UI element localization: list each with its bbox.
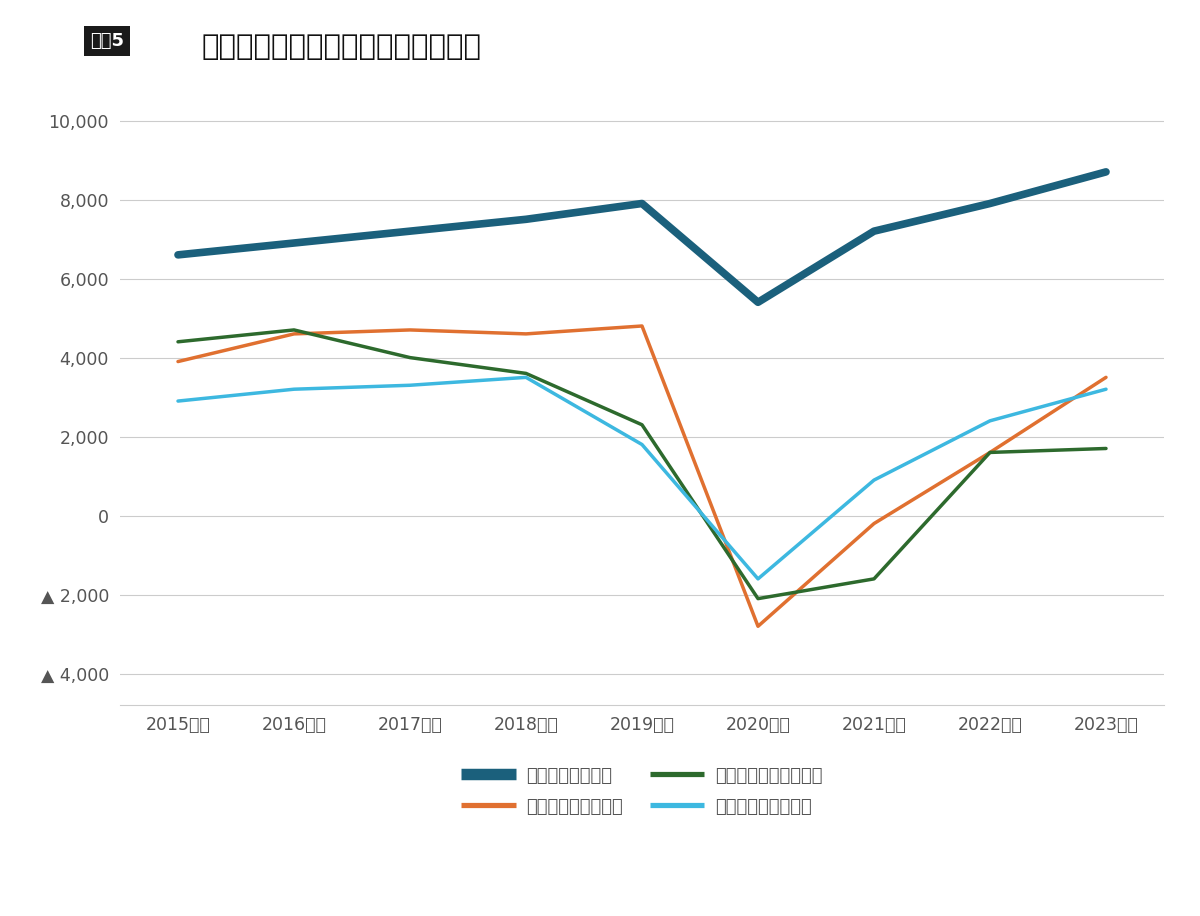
- Text: 図表5: 図表5: [90, 32, 124, 50]
- Legend: コメダ　営業利益, ドトール　営業利益, サンマルク　営業利益, タリーズ　営業利益: コメダ 営業利益, ドトール 営業利益, サンマルク 営業利益, タリーズ 営業…: [454, 759, 830, 823]
- Text: 上場カフェチェーンの営業利益推移: 上場カフェチェーンの営業利益推移: [202, 33, 481, 61]
